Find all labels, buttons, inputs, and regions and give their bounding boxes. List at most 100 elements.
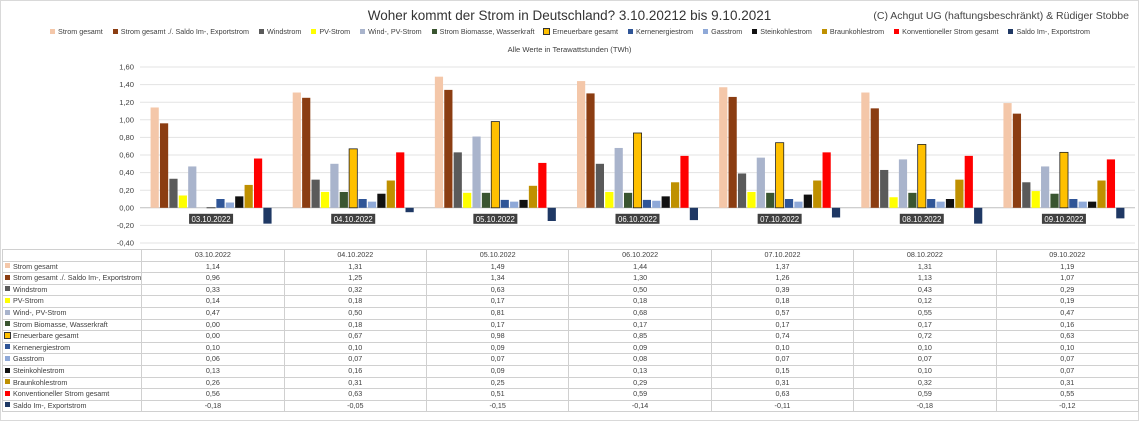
table-cell: -0,05 — [283, 399, 428, 413]
bar — [1031, 191, 1040, 208]
legend-label: Braunkohlestrom — [829, 27, 885, 36]
table-cell: 0,07 — [283, 353, 428, 366]
table-cell: -0,14 — [568, 399, 712, 413]
bar — [1059, 151, 1069, 209]
bar — [1097, 180, 1106, 208]
bar — [917, 144, 927, 209]
bar — [188, 166, 197, 208]
bar — [936, 201, 945, 208]
bar — [898, 159, 908, 208]
chart-subtitle: Alle Werte in Terawattstunden (TWh) — [507, 45, 632, 54]
legend-swatch — [431, 29, 437, 34]
bar — [908, 192, 917, 208]
bar — [358, 199, 367, 208]
bar — [216, 199, 225, 208]
category-label: 09.10.2022 — [1044, 215, 1083, 224]
category-label: 06.10.2022 — [618, 215, 657, 224]
y-tick-label: 1,60 — [119, 63, 134, 72]
legend-swatch — [543, 28, 551, 35]
legend-swatch — [259, 29, 264, 34]
bar — [463, 192, 472, 208]
legend-label: PV-Strom — [319, 27, 351, 36]
legend-key — [5, 309, 10, 315]
y-tick-label: 1,40 — [119, 80, 134, 89]
legend-label: Erneuerbare gesamt — [552, 27, 618, 36]
bar — [1041, 166, 1050, 208]
bar — [1116, 207, 1125, 219]
category-label-box — [189, 213, 234, 224]
table-cell: 0,19 — [995, 295, 1139, 308]
bar — [689, 207, 698, 221]
legend-key — [5, 286, 10, 292]
table-cell: 0,07 — [995, 364, 1139, 378]
table-cell: 0,63 — [283, 388, 428, 401]
table-cell: 0,56 — [141, 388, 285, 401]
legend-key — [5, 355, 10, 361]
table-cell: 1,31 — [853, 260, 997, 274]
bar — [595, 163, 604, 208]
bar — [614, 147, 623, 208]
table-row-label: Windstrom — [1, 283, 143, 297]
table-row-label: Erneuerbare gesamt — [1, 330, 143, 343]
legend-label: Gasstrom — [711, 27, 743, 36]
legend-label: Saldo Im-, Exportstrom — [1016, 27, 1090, 36]
table-cell: 0,33 — [141, 283, 285, 297]
legend-key — [5, 297, 10, 303]
table-cell: 0,14 — [141, 295, 285, 308]
table-cell: 0,12 — [853, 295, 997, 308]
bar — [784, 199, 794, 208]
bar — [1088, 201, 1097, 208]
table-cell: 0,32 — [283, 283, 428, 297]
table-cell: -0,11 — [710, 399, 855, 413]
row-label-text: Strom Biomasse, Wasserkraft — [13, 319, 108, 329]
table-cell: 0,10 — [710, 341, 855, 355]
legend-label: Strom Biomasse, Wasserkraft — [439, 27, 535, 36]
legend-label: Strom gesamt ./. Saldo Im-, Exportstrom — [120, 27, 249, 36]
table-cell: 0,26 — [141, 376, 285, 390]
table-cell: 0,47 — [141, 306, 285, 320]
bar — [547, 207, 556, 221]
table-cell: 1,31 — [283, 260, 428, 274]
bar — [737, 173, 747, 208]
category-label: 05.10.2022 — [476, 215, 515, 224]
table-cell: 1,37 — [710, 260, 855, 274]
table-cell: 0,00 — [141, 318, 285, 332]
category-label-box — [1041, 213, 1086, 224]
y-axis: 1,60 1,40 1,20 1,00 0,80 0,60 0,40 0,20 0,00 -0,2… — [117, 63, 134, 248]
legend-item: Strom Biomasse, Wasserkraft — [431, 27, 535, 36]
table-cell: 0,59 — [568, 388, 712, 401]
table-row-label: Kernenergiestrom — [1, 341, 143, 355]
row-label-text: Braunkohlestrom — [13, 377, 68, 387]
table-cell: 0,18 — [283, 295, 428, 308]
row-label-text: Strom gesamt ./. Saldo Im-, Exportstrom — [13, 273, 142, 283]
bar — [1022, 182, 1031, 208]
y-tick-label: 0,20 — [119, 186, 134, 195]
bar — [510, 201, 519, 208]
table-cell: 0,63 — [710, 388, 855, 401]
table-cell: 0,55 — [995, 388, 1139, 401]
bar — [803, 194, 812, 208]
bar — [1078, 201, 1087, 208]
table-row: Saldo Im-, Exportstrom -0,18 -0,05 -0,15 -0,… — [1, 399, 1139, 413]
table-row-label: PV-Strom — [1, 295, 143, 308]
y-tick-label: 1,20 — [119, 98, 134, 107]
table-cell: 0,17 — [425, 318, 570, 332]
bar — [169, 178, 178, 208]
table-cell: 0,09 — [425, 364, 570, 378]
bar — [652, 200, 661, 208]
legend-swatch — [627, 29, 633, 34]
table-header-cell: 05.10.2022 — [425, 249, 570, 262]
table-row: Kernenergiestrom 0,10 0,10 0,09 0,09 0,10 0,10… — [1, 341, 1139, 355]
table-row: Strom gesamt 1,14 1,31 1,49 1,44 1,37 1,31 1,19 — [1, 260, 1139, 274]
bar — [159, 123, 169, 208]
table-cell: 0,07 — [995, 353, 1139, 366]
legend-item: Erneuerbare gesamt — [543, 27, 618, 36]
bar — [719, 87, 728, 208]
bar — [747, 191, 756, 208]
table-corner-cell — [1, 249, 143, 262]
legend-swatch — [360, 29, 366, 34]
table-cell: -0,18 — [141, 399, 285, 413]
table-row: Strom gesamt ./. Saldo Im-, Exportstrom 0… — [1, 272, 1139, 285]
row-label-text: Gasstrom — [13, 354, 45, 364]
table-cell: 0,29 — [568, 376, 712, 390]
